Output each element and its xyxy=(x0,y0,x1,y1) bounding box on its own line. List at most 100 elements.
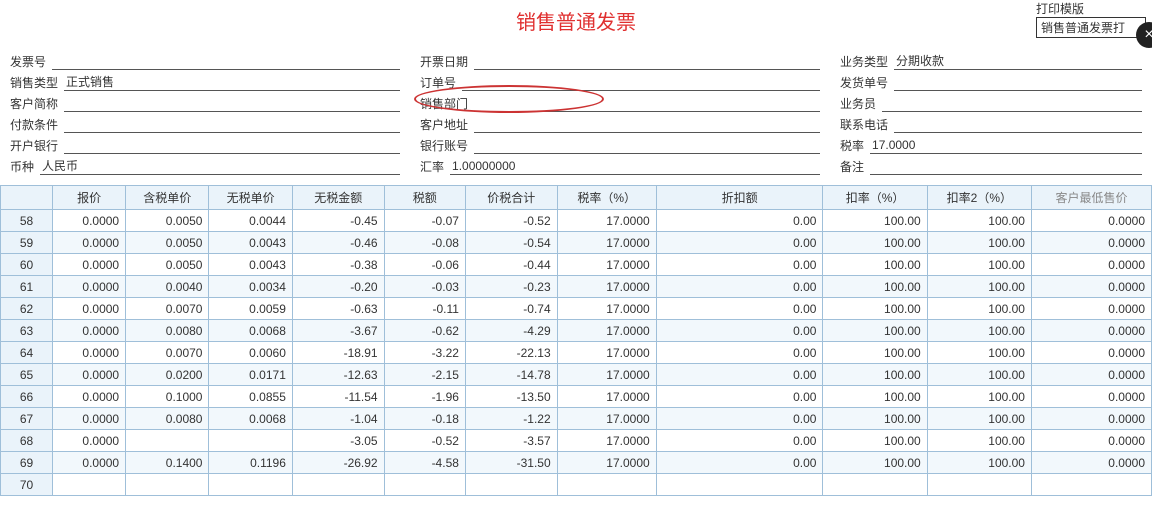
table-cell[interactable]: 100.00 xyxy=(823,452,927,474)
table-cell[interactable]: 0.00 xyxy=(656,232,823,254)
table-cell[interactable]: 17.0000 xyxy=(557,452,656,474)
rownum-cell[interactable]: 64 xyxy=(1,342,53,364)
table-cell[interactable]: 0.0000 xyxy=(1031,342,1151,364)
rownum-cell[interactable]: 60 xyxy=(1,254,53,276)
table-cell[interactable]: 0.0059 xyxy=(209,298,292,320)
col-header[interactable]: 税率（%） xyxy=(557,186,656,210)
table-cell[interactable]: 17.0000 xyxy=(557,430,656,452)
table-cell[interactable]: 0.0855 xyxy=(209,386,292,408)
field-value[interactable] xyxy=(474,138,820,154)
table-cell[interactable]: 0.00 xyxy=(656,320,823,342)
field-value[interactable] xyxy=(64,96,400,112)
table-cell[interactable]: 100.00 xyxy=(927,364,1031,386)
table-cell[interactable]: -12.63 xyxy=(292,364,384,386)
table-cell[interactable]: 0.0000 xyxy=(1031,232,1151,254)
table-cell[interactable]: -0.63 xyxy=(292,298,384,320)
table-cell[interactable]: -4.58 xyxy=(384,452,465,474)
table-cell[interactable]: 100.00 xyxy=(823,430,927,452)
table-cell[interactable]: 17.0000 xyxy=(557,232,656,254)
table-cell[interactable]: 0.0000 xyxy=(53,210,126,232)
table-cell[interactable]: 0.0000 xyxy=(1031,452,1151,474)
table-cell[interactable]: 0.0000 xyxy=(53,408,126,430)
table-cell[interactable]: 0.0000 xyxy=(1031,276,1151,298)
table-cell[interactable]: -18.91 xyxy=(292,342,384,364)
table-cell[interactable]: 100.00 xyxy=(927,254,1031,276)
table-cell[interactable]: 100.00 xyxy=(927,320,1031,342)
table-cell[interactable]: 0.00 xyxy=(656,364,823,386)
table-cell[interactable]: -0.11 xyxy=(384,298,465,320)
rownum-cell[interactable]: 66 xyxy=(1,386,53,408)
field-value[interactable]: 分期收款 xyxy=(894,52,1142,70)
table-cell[interactable]: 0.0000 xyxy=(53,320,126,342)
table-cell[interactable]: 0.0000 xyxy=(1031,386,1151,408)
col-header[interactable]: 无税金额 xyxy=(292,186,384,210)
table-cell[interactable]: 100.00 xyxy=(823,320,927,342)
rownum-cell[interactable]: 68 xyxy=(1,430,53,452)
col-header[interactable]: 税额 xyxy=(384,186,465,210)
rownum-cell[interactable]: 70 xyxy=(1,474,53,496)
col-header[interactable]: 扣率2（%） xyxy=(927,186,1031,210)
table-cell[interactable]: -0.07 xyxy=(384,210,465,232)
table-cell[interactable]: 0.0080 xyxy=(126,320,209,342)
table-cell[interactable]: 0.0043 xyxy=(209,254,292,276)
table-cell[interactable] xyxy=(927,474,1031,496)
rownum-cell[interactable]: 69 xyxy=(1,452,53,474)
table-cell[interactable] xyxy=(465,474,557,496)
table-cell[interactable] xyxy=(126,474,209,496)
table-row[interactable]: 620.00000.00700.0059-0.63-0.11-0.7417.00… xyxy=(1,298,1152,320)
table-cell[interactable]: -2.15 xyxy=(384,364,465,386)
table-cell[interactable]: -0.18 xyxy=(384,408,465,430)
table-cell[interactable]: 100.00 xyxy=(927,430,1031,452)
table-cell[interactable]: -14.78 xyxy=(465,364,557,386)
col-header[interactable]: 价税合计 xyxy=(465,186,557,210)
table-cell[interactable]: 100.00 xyxy=(927,342,1031,364)
table-cell[interactable] xyxy=(209,474,292,496)
table-cell[interactable]: 0.0040 xyxy=(126,276,209,298)
table-cell[interactable]: 100.00 xyxy=(823,298,927,320)
table-cell[interactable]: 0.00 xyxy=(656,254,823,276)
table-cell[interactable] xyxy=(292,474,384,496)
field-value[interactable] xyxy=(462,75,820,91)
table-row[interactable]: 670.00000.00800.0068-1.04-0.18-1.2217.00… xyxy=(1,408,1152,430)
table-cell[interactable]: 100.00 xyxy=(823,210,927,232)
table-cell[interactable]: 0.00 xyxy=(656,342,823,364)
table-cell[interactable]: 100.00 xyxy=(927,408,1031,430)
table-cell[interactable]: 100.00 xyxy=(823,408,927,430)
table-cell[interactable]: 0.0000 xyxy=(1031,320,1151,342)
rownum-cell[interactable]: 65 xyxy=(1,364,53,386)
field-value[interactable] xyxy=(474,96,820,112)
table-cell[interactable]: 0.00 xyxy=(656,408,823,430)
table-cell[interactable]: 0.1000 xyxy=(126,386,209,408)
rownum-cell[interactable]: 61 xyxy=(1,276,53,298)
table-cell[interactable]: -0.44 xyxy=(465,254,557,276)
table-cell[interactable]: 17.0000 xyxy=(557,254,656,276)
field-value[interactable] xyxy=(882,96,1142,112)
table-cell[interactable]: 0.0171 xyxy=(209,364,292,386)
table-cell[interactable]: 0.0000 xyxy=(53,232,126,254)
table-row[interactable]: 590.00000.00500.0043-0.46-0.08-0.5417.00… xyxy=(1,232,1152,254)
table-cell[interactable]: 17.0000 xyxy=(557,298,656,320)
table-cell[interactable]: 100.00 xyxy=(927,298,1031,320)
field-value[interactable]: 人民币 xyxy=(40,157,400,175)
table-cell[interactable]: -3.05 xyxy=(292,430,384,452)
table-cell[interactable]: 0.0000 xyxy=(53,364,126,386)
table-cell[interactable]: 100.00 xyxy=(927,232,1031,254)
table-cell[interactable]: 0.0000 xyxy=(1031,210,1151,232)
table-row[interactable]: 660.00000.10000.0855-11.54-1.96-13.5017.… xyxy=(1,386,1152,408)
table-cell[interactable]: 100.00 xyxy=(927,452,1031,474)
table-row[interactable]: 630.00000.00800.0068-3.67-0.62-4.2917.00… xyxy=(1,320,1152,342)
table-row[interactable]: 650.00000.02000.0171-12.63-2.15-14.7817.… xyxy=(1,364,1152,386)
table-cell[interactable]: -0.06 xyxy=(384,254,465,276)
table-cell[interactable] xyxy=(557,474,656,496)
table-cell[interactable]: 0.0068 xyxy=(209,320,292,342)
table-cell[interactable]: -0.62 xyxy=(384,320,465,342)
col-header[interactable]: 含税单价 xyxy=(126,186,209,210)
table-cell[interactable]: -31.50 xyxy=(465,452,557,474)
rownum-cell[interactable]: 67 xyxy=(1,408,53,430)
table-row[interactable]: 70 xyxy=(1,474,1152,496)
table-cell[interactable]: -22.13 xyxy=(465,342,557,364)
table-cell[interactable]: 0.00 xyxy=(656,210,823,232)
table-cell[interactable]: -0.08 xyxy=(384,232,465,254)
table-cell[interactable]: 100.00 xyxy=(823,232,927,254)
table-cell[interactable]: -0.20 xyxy=(292,276,384,298)
